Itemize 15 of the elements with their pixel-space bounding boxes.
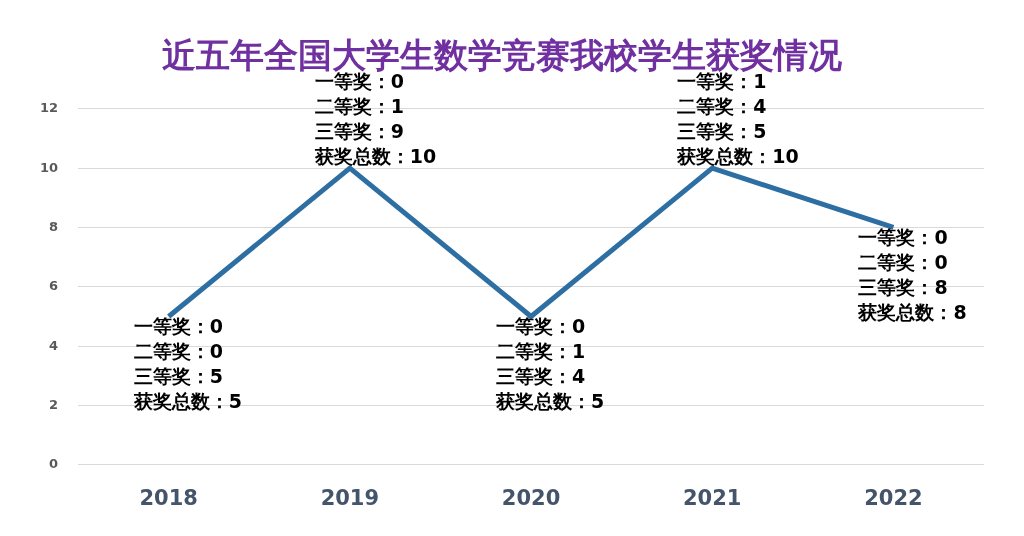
- y-tick-label: 8: [49, 218, 59, 234]
- x-tick-label: 2021: [683, 485, 742, 510]
- annotation: 一等奖：0 二等奖：0 三等奖：5 获奖总数：5: [132, 315, 242, 413]
- y-tick-label: 4: [49, 337, 59, 353]
- annotation: 一等奖：0 二等奖：1 三等奖：4 获奖总数：5: [495, 315, 605, 413]
- x-tick-label: 2020: [501, 485, 561, 510]
- y-tick-label: 2: [49, 396, 59, 412]
- x-tick-label: 2019: [320, 485, 380, 510]
- y-tick-label: 0: [49, 456, 59, 472]
- y-tick-label: 6: [49, 278, 59, 294]
- y-tick-label: 10: [40, 159, 59, 175]
- annotation: 一等奖：0 二等奖：0 三等奖：8 获奖总数：8: [857, 226, 967, 324]
- x-tick-label: 2018: [139, 485, 198, 510]
- x-tick-label: 2022: [864, 485, 923, 510]
- y-tick-label: 12: [40, 100, 59, 116]
